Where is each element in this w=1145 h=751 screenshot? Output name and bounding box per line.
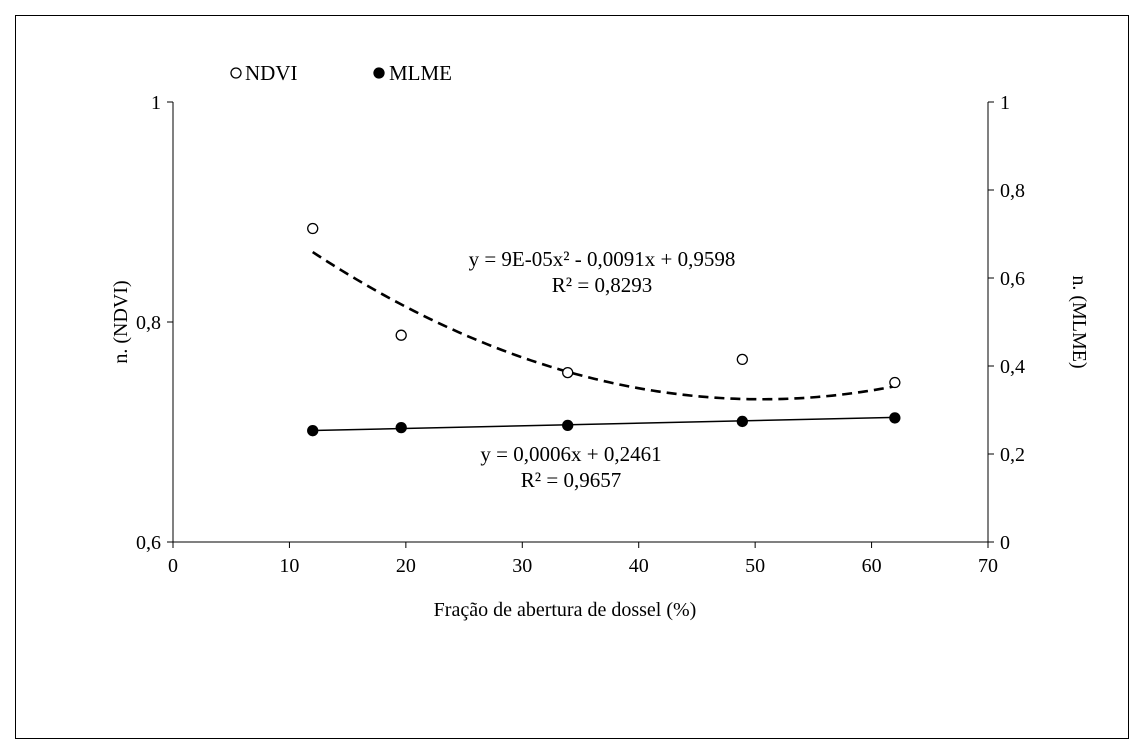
- ndvi-point: [736, 353, 748, 366]
- legend-mlme-marker: [373, 67, 385, 79]
- left-y-tick-label: 0,8: [136, 312, 161, 334]
- legend-ndvi-marker: [230, 67, 242, 79]
- x-tick-label: 10: [279, 555, 299, 577]
- mlme-point: [736, 415, 748, 428]
- ndvi-point: [562, 366, 574, 379]
- x-ticks: 0 10 20 30 40 50 60 70: [168, 542, 998, 577]
- right-y-tick-label: 0,6: [1000, 268, 1025, 290]
- left-y-axis-title: n. (NDVI): [110, 280, 132, 363]
- legend-mlme-label: MLME: [389, 61, 452, 85]
- ndvi-points: [307, 222, 901, 389]
- ndvi-point: [307, 222, 319, 235]
- x-tick-label: 40: [629, 555, 649, 577]
- legend: NDVI MLME: [230, 61, 452, 85]
- left-y-tick-label: 1: [151, 92, 161, 114]
- ndvi-point: [889, 376, 901, 389]
- mlme-point: [307, 425, 319, 437]
- left-y-ticks: 0,6 0,8 1: [136, 92, 173, 554]
- right-y-tick-label: 1: [1000, 92, 1010, 114]
- mlme-r2: R² = 0,9657: [521, 468, 621, 492]
- mlme-equation: y = 0,0006x + 0,2461: [480, 442, 661, 466]
- left-y-tick-label: 0,6: [136, 532, 161, 554]
- mlme-point: [395, 421, 407, 434]
- x-tick-label: 60: [862, 555, 882, 577]
- right-y-tick-label: 0: [1000, 532, 1010, 554]
- x-tick-label: 0: [168, 555, 178, 577]
- mlme-points: [307, 412, 901, 437]
- ndvi-trendline: [311, 250, 896, 401]
- right-y-ticks: 0 0,2 0,4 0,6 0,8 1: [988, 92, 1025, 554]
- x-tick-label: 70: [978, 555, 998, 577]
- x-tick-label: 20: [396, 555, 416, 577]
- x-tick-label: 50: [745, 555, 765, 577]
- x-axis-title: Fração de abertura de dossel (%): [434, 599, 697, 621]
- mlme-point: [889, 412, 901, 424]
- figure-frame: [15, 15, 1129, 739]
- x-tick-label: 30: [512, 555, 532, 577]
- right-y-axis-title: n. (MLME): [1068, 275, 1090, 368]
- right-y-tick-label: 0,4: [1000, 356, 1025, 378]
- legend-ndvi-label: NDVI: [245, 61, 298, 85]
- right-y-tick-label: 0,8: [1000, 180, 1025, 202]
- right-y-tick-label: 0,2: [1000, 444, 1025, 466]
- mlme-point: [562, 419, 574, 432]
- mlme-trendline: [312, 416, 895, 432]
- ndvi-equation: y = 9E-05x² - 0,0091x + 0,9598: [469, 247, 736, 271]
- ndvi-point: [395, 329, 407, 341]
- ndvi-r2: R² = 0,8293: [552, 273, 652, 297]
